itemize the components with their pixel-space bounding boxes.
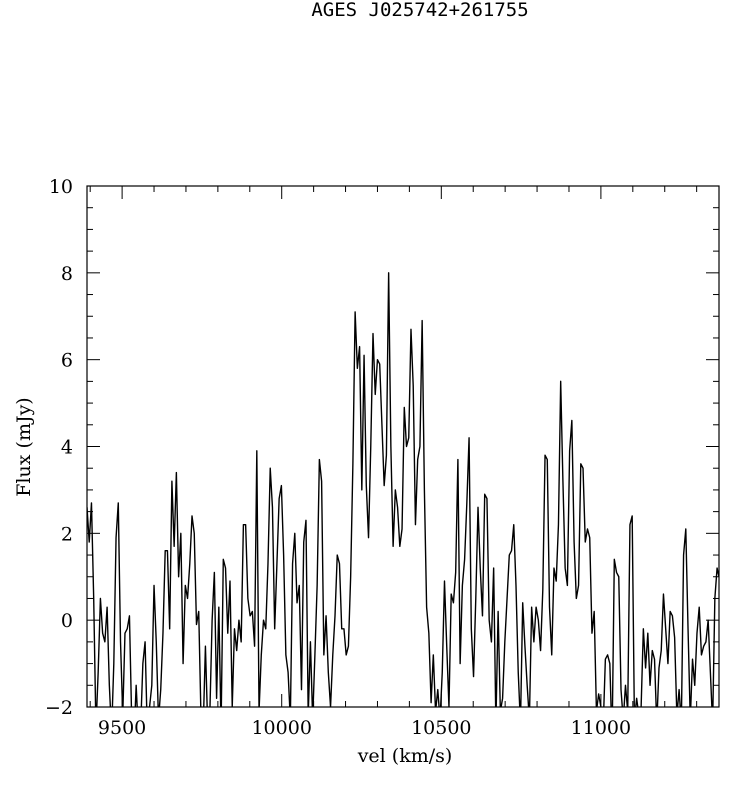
- tick-labels: 9500 10000 10500 11000 −2 0 2 4 6 8 10: [45, 176, 631, 739]
- x-tick-label: 10000: [251, 717, 311, 739]
- y-tick-label: 4: [61, 437, 73, 459]
- x-tick-label: 11000: [571, 717, 631, 739]
- y-tick-label: 2: [61, 523, 73, 545]
- y-tick-label: −2: [45, 697, 73, 719]
- axis-ticks: [87, 185, 719, 708]
- y-axis-label: Flux (mJy): [13, 397, 35, 496]
- y-tick-label: 10: [49, 176, 73, 198]
- y-tick-label: 0: [61, 610, 73, 632]
- plot-area: [86, 185, 720, 708]
- y-tick-label: 6: [61, 350, 73, 372]
- chart-title: AGES J025742+261755: [311, 0, 528, 21]
- x-tick-label: 9500: [98, 717, 146, 739]
- spectrum-line: [87, 272, 719, 707]
- x-tick-label: 10500: [411, 717, 471, 739]
- x-axis-label: vel (km/s): [357, 745, 453, 767]
- y-tick-label: 8: [61, 263, 73, 285]
